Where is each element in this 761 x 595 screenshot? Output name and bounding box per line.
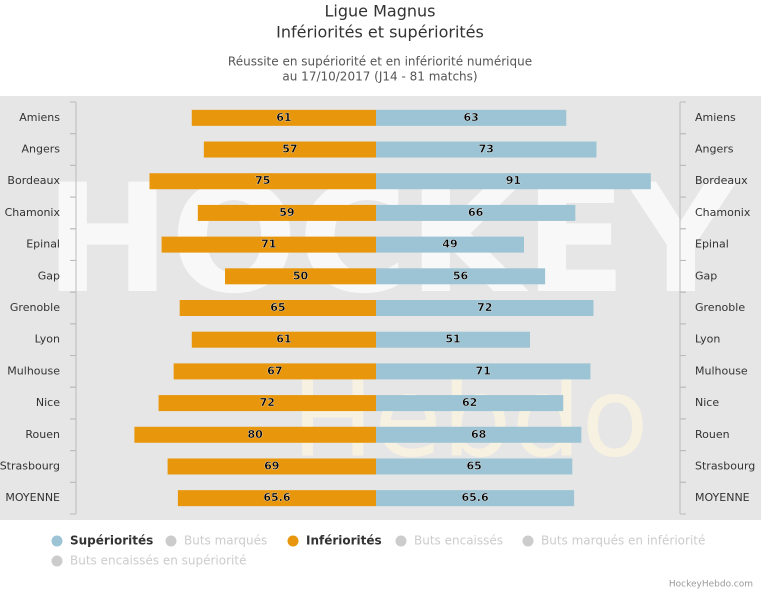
data-label: 65	[270, 301, 285, 314]
data-label: 73	[479, 143, 494, 156]
bar	[149, 173, 376, 190]
data-label: 65.6	[461, 491, 488, 504]
category-label: Mulhouse	[7, 364, 60, 377]
bar	[191, 331, 376, 348]
data-label: 72	[260, 396, 275, 409]
data-label: 50	[293, 269, 309, 282]
category-label: Rouen	[695, 428, 730, 441]
category-label: Bordeaux	[695, 174, 748, 187]
chart-title: Ligue Magnus	[325, 2, 436, 21]
chart-subtitle: Réussite en supériorité et en infériorit…	[228, 55, 532, 69]
data-label: 68	[471, 428, 486, 441]
category-label: Chamonix	[695, 206, 751, 219]
legend-marker	[165, 535, 177, 547]
bar	[376, 395, 564, 412]
data-label: 49	[442, 238, 457, 251]
data-label: 71	[476, 364, 491, 377]
credits: HockeyHebdo.com	[669, 580, 753, 590]
bar	[376, 236, 524, 253]
bar	[376, 426, 582, 443]
data-label: 61	[276, 333, 291, 346]
chart-subtitle: au 17/10/2017 (J14 - 81 matchs)	[282, 70, 477, 84]
bar	[203, 141, 376, 158]
category-label: Angers	[22, 143, 61, 156]
category-label: Grenoble	[10, 301, 60, 314]
category-label: Strasbourg	[0, 459, 60, 472]
bar	[161, 236, 376, 253]
category-label: Nice	[36, 396, 60, 409]
category-label: Epinal	[695, 238, 729, 251]
category-label: Rouen	[25, 428, 60, 441]
chart-title: Infériorités et supériorités	[276, 23, 484, 42]
data-label: 65.6	[263, 491, 290, 504]
category-label: Strasbourg	[695, 459, 755, 472]
category-label: MOYENNE	[5, 491, 60, 504]
category-label: Grenoble	[695, 301, 745, 314]
data-label: 63	[463, 111, 478, 124]
bar	[376, 268, 546, 285]
data-label: 69	[264, 459, 279, 472]
data-label: 71	[261, 238, 276, 251]
legend-label[interactable]: Supériorités	[70, 534, 153, 548]
data-label: 62	[462, 396, 477, 409]
category-label: Nice	[695, 396, 719, 409]
data-label: 91	[506, 174, 521, 187]
bar	[376, 204, 576, 221]
data-label: 56	[453, 269, 469, 282]
category-label: Chamonix	[5, 206, 61, 219]
category-label: Bordeaux	[7, 174, 60, 187]
category-label: Lyon	[695, 333, 720, 346]
legend-marker	[51, 555, 63, 567]
data-label: 51	[445, 333, 460, 346]
bar	[158, 395, 376, 412]
data-label: 66	[468, 206, 484, 219]
bar	[376, 490, 575, 507]
legend-marker	[522, 535, 534, 547]
bar	[376, 300, 594, 316]
data-label: 75	[255, 174, 270, 187]
category-label: Gap	[695, 269, 717, 282]
data-label: 65	[466, 459, 481, 472]
bar	[376, 173, 651, 190]
bar	[197, 204, 376, 221]
data-label: 72	[477, 301, 492, 314]
category-label: Angers	[695, 143, 734, 156]
bar	[177, 490, 376, 507]
data-label: 80	[248, 428, 264, 441]
legend-label[interactable]: Buts marqués	[184, 534, 267, 548]
legend-label[interactable]: Infériorités	[306, 534, 382, 548]
category-label: Lyon	[35, 333, 60, 346]
bar	[225, 268, 376, 285]
legend-marker	[287, 535, 299, 547]
data-label: 67	[267, 364, 282, 377]
legend-marker	[51, 535, 63, 547]
category-label: Mulhouse	[695, 364, 748, 377]
bar	[376, 331, 531, 348]
bar	[134, 426, 376, 443]
data-label: 61	[276, 111, 291, 124]
bar	[167, 458, 376, 475]
data-label: 59	[279, 206, 294, 219]
bar	[173, 363, 376, 380]
legend-label[interactable]: Buts encaissés en supériorité	[70, 554, 246, 568]
bar	[191, 109, 376, 126]
data-label: 57	[282, 143, 297, 156]
category-label: Gap	[38, 269, 60, 282]
bar	[376, 109, 567, 126]
bar	[179, 300, 376, 316]
bar	[376, 141, 597, 158]
bar	[376, 458, 573, 475]
legend-label[interactable]: Buts marqués en infériorité	[541, 534, 705, 548]
category-label: Amiens	[19, 111, 60, 124]
category-label: Epinal	[26, 238, 60, 251]
bar	[376, 363, 591, 380]
legend-label[interactable]: Buts encaissés	[414, 534, 503, 548]
category-label: MOYENNE	[695, 491, 750, 504]
category-label: Amiens	[695, 111, 736, 124]
legend-marker	[395, 535, 407, 547]
